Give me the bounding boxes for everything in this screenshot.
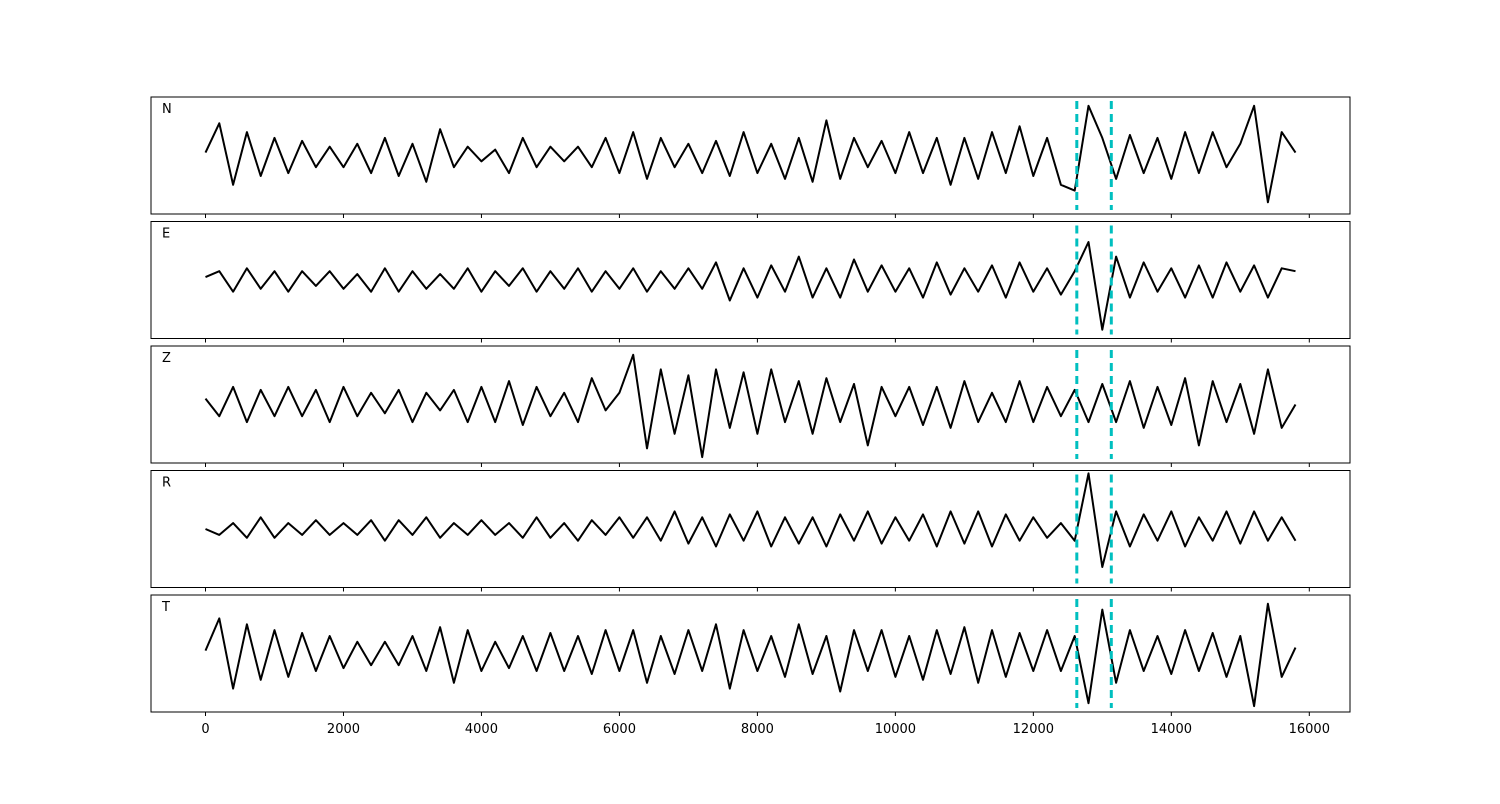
trace bbox=[204, 104, 1297, 204]
panel-frame bbox=[150, 221, 1351, 339]
x-tick-label: 8000 bbox=[741, 722, 774, 737]
panel-label: R bbox=[162, 476, 171, 491]
x-tick-label: 10000 bbox=[875, 722, 916, 737]
panel-frame bbox=[150, 594, 1351, 713]
x-tick-label: 16000 bbox=[1289, 722, 1330, 737]
x-tick-label: 12000 bbox=[1013, 722, 1054, 737]
trace bbox=[204, 602, 1297, 708]
trace bbox=[204, 353, 1297, 459]
trace bbox=[205, 472, 1297, 568]
panel-frame bbox=[150, 345, 1351, 464]
x-tick-label: 6000 bbox=[603, 722, 636, 737]
panel-frame bbox=[150, 470, 1351, 588]
x-tick-label: 4000 bbox=[465, 722, 498, 737]
panel-label: E bbox=[162, 227, 170, 242]
x-tick-label: 0 bbox=[201, 722, 209, 737]
trace bbox=[205, 241, 1296, 331]
x-tick-label: 2000 bbox=[327, 722, 360, 737]
panel-label: T bbox=[161, 600, 170, 615]
panel-label: Z bbox=[162, 351, 171, 366]
panel-frame bbox=[150, 96, 1351, 215]
x-tick-label: 14000 bbox=[1151, 722, 1192, 737]
panel-label: N bbox=[162, 102, 172, 117]
